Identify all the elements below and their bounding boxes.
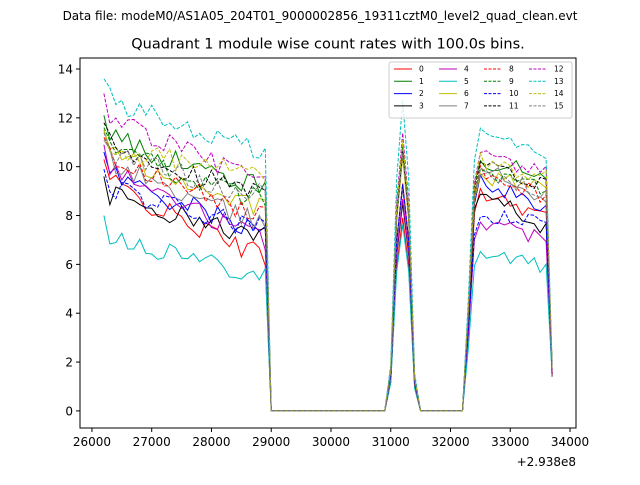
y-tick-label: 4	[65, 307, 73, 321]
series-line-6	[103, 129, 553, 412]
legend-label-10: 10	[509, 89, 519, 98]
series-line-9	[103, 127, 553, 412]
x-tick-label: 34000	[551, 435, 589, 449]
plot-lines	[103, 78, 553, 412]
y-tick-label: 0	[65, 404, 73, 418]
legend-label-8: 8	[509, 65, 514, 74]
x-axis: 26000 27000 28000 29000 30000 31000 32000 33000…	[73, 428, 589, 449]
series-line-7	[103, 139, 553, 412]
legend-label-5: 5	[464, 77, 469, 86]
series-line-3	[103, 176, 553, 412]
series-line-5	[103, 215, 553, 412]
x-tick-label: 27000	[133, 435, 171, 449]
x-tick-label: 29000	[252, 435, 290, 449]
legend-label-2: 2	[419, 89, 424, 98]
legend-label-12: 12	[554, 65, 564, 74]
series-line-11	[103, 122, 553, 412]
y-tick-label: 6	[65, 258, 73, 272]
y-tick-label: 2	[65, 356, 73, 370]
series-line-15	[103, 132, 553, 412]
series-line-4	[103, 144, 553, 412]
y-tick-label: 10	[58, 160, 73, 174]
figure-suptitle: Data file: modeM0/AS1A05_204T01_90000028…	[63, 9, 578, 23]
legend-label-11: 11	[509, 102, 519, 111]
series-line-13	[103, 78, 553, 412]
legend-label-15: 15	[554, 102, 564, 111]
x-tick-label: 32000	[431, 435, 469, 449]
series-line-0	[103, 159, 553, 412]
chart-title: Quadrant 1 module wise count rates with …	[131, 37, 525, 53]
x-tick-label: 26000	[73, 435, 111, 449]
legend-label-0: 0	[419, 65, 424, 74]
series-line-14	[103, 129, 553, 412]
x-tick-label: 33000	[491, 435, 529, 449]
y-tick-label: 12	[58, 111, 73, 125]
legend-label-14: 14	[554, 89, 564, 98]
x-tick-label: 30000	[312, 435, 350, 449]
y-tick-label: 14	[58, 62, 73, 76]
y-axis: 0 2 4 6 8 10 12 14	[58, 62, 80, 418]
x-tick-label: 28000	[192, 435, 230, 449]
legend-label-7: 7	[464, 102, 469, 111]
y-tick-label: 8	[65, 209, 73, 223]
x-tick-label: 31000	[372, 435, 410, 449]
series-line-10	[103, 168, 553, 412]
series-line-8	[103, 137, 553, 412]
legend-label-3: 3	[419, 102, 424, 111]
plot-frame	[79, 57, 577, 429]
legend-label-6: 6	[464, 89, 469, 98]
legend-box	[388, 61, 573, 119]
legend-label-13: 13	[554, 77, 564, 86]
series-line-12	[103, 93, 553, 412]
legend-label-9: 9	[509, 77, 514, 86]
x-offset-label: +2.938e8	[517, 455, 576, 469]
legend-label-1: 1	[419, 77, 424, 86]
legend-label-4: 4	[464, 65, 469, 74]
